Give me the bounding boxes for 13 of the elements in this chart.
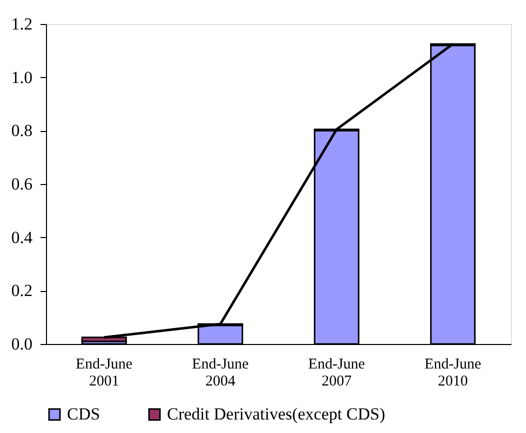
y-tick-label: 0.6 xyxy=(11,174,32,194)
x-tick-label: End-June 2001 xyxy=(76,356,133,390)
x-tick-label: End-June 2010 xyxy=(424,356,482,390)
legend-label: CDS xyxy=(67,404,100,424)
y-tick-label: 0.2 xyxy=(11,281,32,300)
x-tick-label: End-June 2007 xyxy=(308,356,366,390)
y-tick-label: 0.4 xyxy=(11,228,33,247)
y-tick-label: 1.0 xyxy=(11,68,32,87)
x-tick-label: End-June 2004 xyxy=(192,356,250,390)
legend-label: Credit Derivatives(except CDS) xyxy=(167,404,386,424)
y-tick-label: 1.2 xyxy=(11,14,32,34)
y-tick-label: 0.8 xyxy=(11,121,32,140)
y-tick-label: 0.0 xyxy=(11,334,32,354)
